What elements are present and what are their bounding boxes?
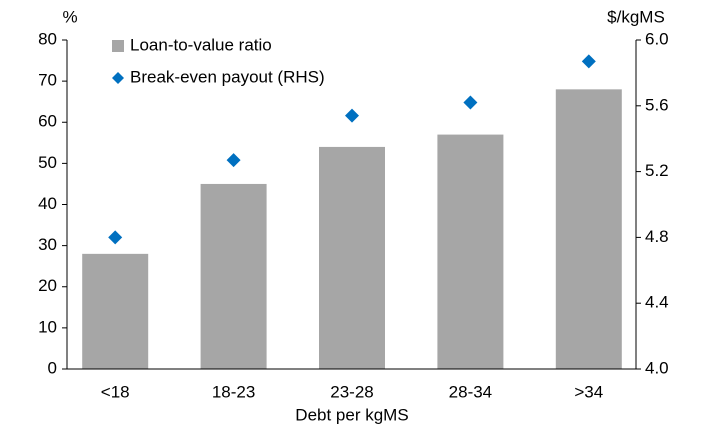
diamond-marker	[345, 108, 359, 123]
diamond-marker	[581, 54, 596, 69]
y-axis-label: %	[62, 7, 77, 26]
y-tick-label: 40	[38, 194, 57, 213]
y-tick-label: 50	[38, 153, 57, 172]
y2-axis-label: $/kgMS	[607, 7, 665, 26]
y2-tick-label: 5.6	[645, 95, 669, 114]
y-tick-label: 10	[38, 317, 57, 336]
y-tick-label: 20	[38, 276, 57, 295]
x-tick-label: >34	[574, 382, 603, 401]
bar	[437, 134, 504, 369]
bar	[319, 146, 385, 369]
x-tick-label: <18	[101, 382, 130, 401]
legend-marker	[112, 72, 124, 84]
diamond-marker	[108, 230, 123, 245]
bar	[555, 89, 622, 369]
bar	[200, 183, 267, 369]
y2-tick-label: 5.2	[645, 161, 669, 180]
y-tick-label: 80	[38, 29, 57, 48]
y2-tick-label: 4.8	[645, 227, 669, 246]
x-tick-label: 28-34	[449, 382, 492, 401]
y-tick-label: 0	[48, 358, 57, 377]
y2-tick-label: 4.0	[645, 358, 669, 377]
x-tick-label: 18-23	[212, 382, 255, 401]
diamond-marker	[463, 95, 478, 110]
legend-label: Loan-to-value ratio	[130, 35, 272, 54]
y-tick-label: 70	[38, 71, 57, 90]
x-axis-label: Debt per kgMS	[295, 405, 408, 424]
bar	[82, 253, 149, 369]
x-tick-label: 23-28	[330, 382, 373, 401]
legend-marker	[112, 40, 124, 52]
y2-tick-label: 4.4	[645, 293, 669, 312]
diamond-marker	[226, 153, 241, 168]
y-tick-label: 60	[38, 112, 57, 131]
y-tick-label: 30	[38, 235, 57, 254]
legend-label: Break-even payout (RHS)	[130, 67, 325, 86]
y2-tick-label: 6.0	[645, 29, 669, 48]
